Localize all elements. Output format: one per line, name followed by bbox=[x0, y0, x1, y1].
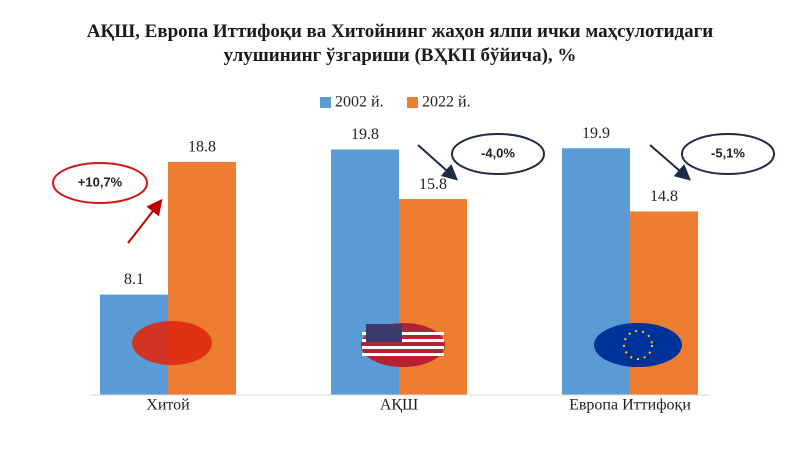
bar bbox=[630, 211, 698, 395]
x-tick-label: Европа Иттифоқи bbox=[569, 397, 691, 414]
x-tick-label: АҚШ bbox=[380, 397, 418, 414]
flag-eu-stars bbox=[623, 330, 653, 360]
data-label: 18.8 bbox=[188, 139, 216, 156]
legend-label: 2002 й. bbox=[335, 94, 384, 111]
flag-eu bbox=[594, 323, 682, 367]
data-label: 14.8 bbox=[650, 188, 678, 205]
arrow bbox=[649, 144, 692, 181]
data-label: 19.9 bbox=[582, 125, 610, 142]
chart-title: АҚШ, Европа Иттифоқи ва Хитойнинг жаҳон … bbox=[86, 21, 714, 66]
annotation-ellipse bbox=[451, 133, 545, 175]
data-label: 19.8 bbox=[351, 126, 379, 143]
arrow bbox=[417, 144, 458, 181]
data-label: 15.8 bbox=[419, 176, 447, 193]
flag-china bbox=[132, 321, 212, 365]
annotation-ellipse bbox=[681, 133, 775, 175]
annotation: +10,7% bbox=[78, 174, 123, 189]
legend-label: 2022 й. bbox=[422, 94, 471, 111]
x-tick-label: Хитой bbox=[146, 397, 190, 414]
flag-usa-stripes bbox=[362, 324, 444, 356]
annotation-ellipse bbox=[52, 162, 148, 204]
annotation: -4,0% bbox=[481, 145, 515, 160]
annotation: -5,1% bbox=[711, 145, 745, 160]
legend-swatch bbox=[320, 97, 331, 108]
legend-swatch bbox=[407, 97, 418, 108]
arrow bbox=[127, 198, 163, 244]
data-label: 8.1 bbox=[124, 271, 144, 288]
